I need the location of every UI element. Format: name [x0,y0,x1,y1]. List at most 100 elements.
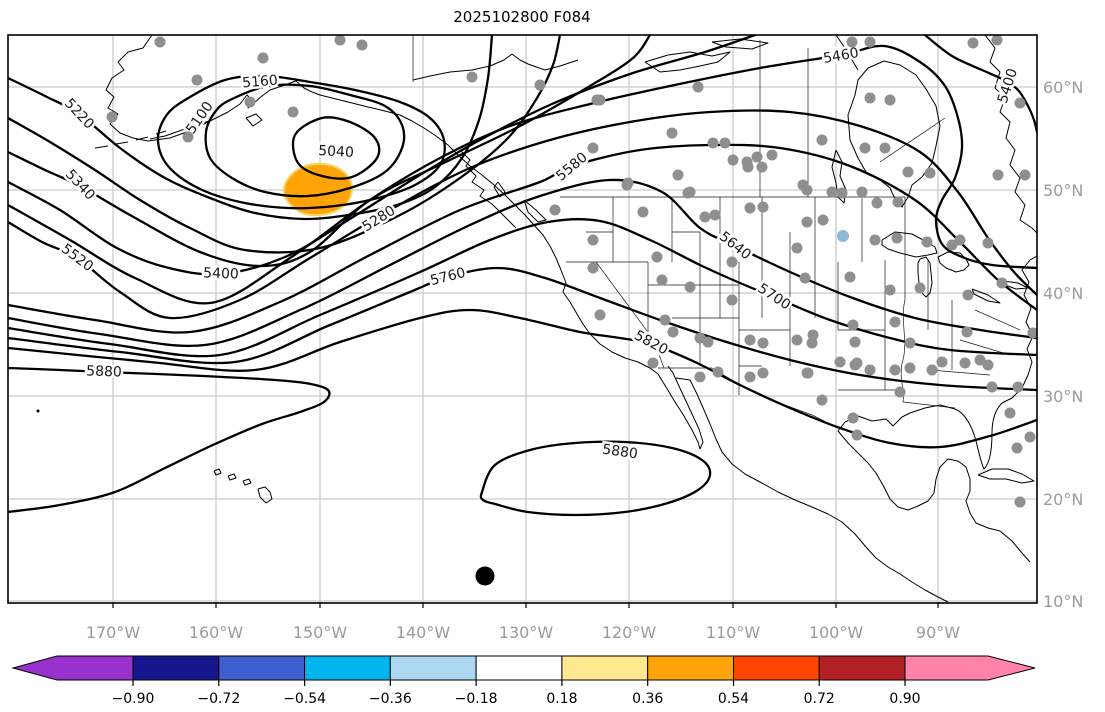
station-dot [891,232,903,244]
station-dot [806,337,818,349]
colorbar-tick-label: −0.90 [112,691,155,707]
contour-line-5160 [156,74,446,210]
contour-line-5880 [8,366,331,514]
station-dot [672,169,684,181]
station-dot [709,209,721,221]
station-dot [684,281,696,293]
lat-axis-label: 10°N [1043,592,1083,611]
station-dot [967,37,979,49]
station-dot [816,134,828,146]
station-dot [991,35,1003,46]
station-dot [287,106,299,118]
colorbar-tick-label: −0.36 [369,691,412,707]
contour-line-5400 [923,35,1037,134]
coastline [667,365,704,450]
station-dot [667,326,679,338]
chart-title: 2025102800 F084 [453,8,590,26]
coastline [105,35,213,142]
colorbar-tick-label: 0.18 [546,691,577,707]
coastline [242,478,252,486]
lat-axis-label: 40°N [1043,284,1083,303]
station-dot [591,94,603,106]
colorbar-tick-label: 0.54 [718,691,749,707]
station-dot [666,127,678,139]
station-dot [992,169,1004,181]
station-dot [816,394,828,406]
station-dot [702,336,714,348]
contour-line-5280 [8,35,562,254]
political-border [879,117,946,163]
colorbar-tick-label: −0.18 [455,691,498,707]
coastline [213,468,222,476]
coastline [984,35,1037,234]
contour-line-5580 [8,143,1037,334]
station-dot [801,216,813,228]
colorbar-segment [818,655,906,681]
colorbar-segment [475,655,563,681]
axis-labels-layer: 170°W 160°W 150°W 140°W 130°W 120°W 110°W 100°W… [86,78,1084,642]
political-border [929,369,991,376]
coastline [977,468,1035,484]
lon-axis-label: 130°W [499,623,554,642]
coastline [257,486,273,504]
station-dot [659,314,671,326]
station-dot [849,336,861,348]
contour-label-5340: 5340 [62,167,98,204]
station-dot [637,206,649,218]
station-dot [817,214,829,226]
lon-axis-label: 160°W [189,623,244,642]
coastline [937,251,970,273]
colorbar-tick-label: 0.90 [889,691,920,707]
anomaly-shaded-region [282,162,354,217]
station-dot [797,179,809,191]
station-dot [757,337,769,349]
station-dot [1014,97,1026,109]
station-dot [884,284,896,296]
station-dot [851,429,863,441]
station-dot [719,137,731,149]
highlight-dot [837,230,849,242]
contour-line-5100 [204,83,406,198]
station-dot [904,362,916,374]
station-dot [712,366,724,378]
station-dot [936,356,948,368]
station-dot [106,111,118,123]
political-border [595,261,665,369]
station-dot [1012,381,1024,393]
station-dot [959,357,971,369]
contour-line-5040 [291,116,381,180]
contour-label-5220: 5220 [61,96,97,133]
station-dot [651,251,663,263]
coastline [675,377,949,603]
coastline [245,113,263,127]
station-dot [594,309,606,321]
plot-frame [7,34,1038,604]
lon-axis-label: 110°W [706,623,761,642]
contour-line-5520 [8,109,1037,320]
station-dot [587,142,599,154]
station-dot [534,79,546,91]
station-dot [844,271,856,283]
station-dot [799,272,811,284]
station-dot [741,156,753,168]
gridlines-layer [8,35,1037,608]
station-dot [856,186,868,198]
station-dot [924,167,936,179]
station-dot [871,197,883,209]
station-dot [974,354,986,366]
storm-marker-dot [475,566,495,586]
station-dot [587,234,599,246]
station-dot [191,74,203,86]
station-dot [801,367,813,379]
station-dot [692,81,704,93]
station-dot [744,202,756,214]
station-dot [257,52,269,64]
station-dot [996,277,1008,289]
colorbar-segment [389,655,477,681]
contour-line-5640 [8,178,1037,348]
station-dot [982,237,994,249]
station-dot [847,412,859,424]
lon-axis-label: 90°W [916,623,960,642]
station-dot [766,149,778,161]
